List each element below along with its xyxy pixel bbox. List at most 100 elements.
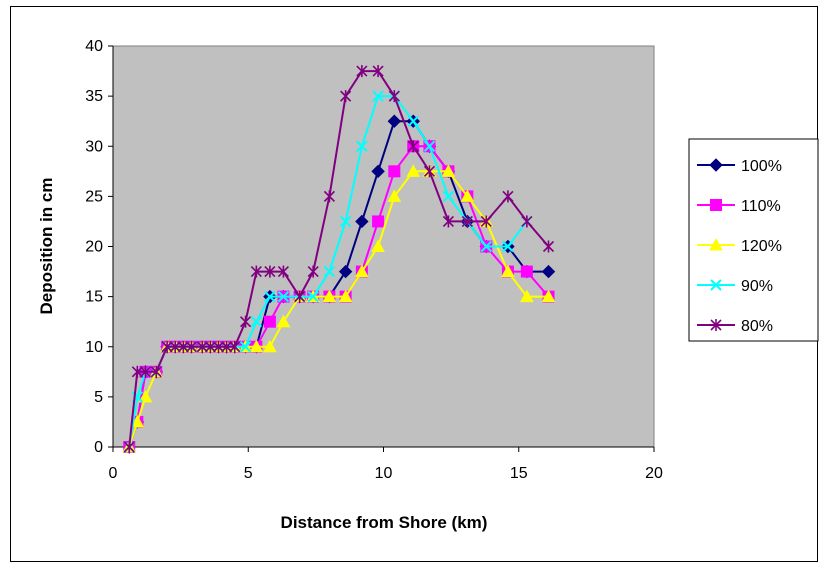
data-point — [150, 365, 162, 378]
data-point — [294, 290, 306, 303]
series-5 — [123, 65, 555, 453]
data-point — [371, 164, 385, 179]
data-point — [212, 340, 225, 353]
data-point — [501, 264, 515, 278]
data-point — [138, 389, 153, 403]
data-point — [520, 289, 534, 303]
y-axis-title: Deposition in cm — [37, 178, 56, 315]
x-axis-title: Distance from Shore (km) — [281, 513, 488, 532]
data-point — [250, 315, 263, 328]
data-point — [322, 289, 337, 303]
data-point — [323, 265, 336, 278]
legend-label: 100% — [741, 158, 782, 175]
data-point — [249, 339, 264, 353]
legend-marker — [710, 319, 722, 331]
data-point — [521, 215, 533, 228]
data-point — [338, 264, 353, 279]
data-point — [461, 215, 473, 228]
data-point — [541, 289, 556, 303]
data-point — [372, 65, 384, 78]
data-point — [387, 114, 402, 128]
y-tick-label: 20 — [85, 239, 103, 256]
data-point — [161, 340, 173, 353]
data-point — [356, 65, 368, 78]
data-point — [177, 340, 189, 353]
data-point — [123, 441, 135, 453]
data-point — [442, 215, 454, 228]
x-tick-label: 20 — [645, 465, 663, 482]
data-point — [407, 115, 419, 127]
data-point — [387, 189, 402, 202]
data-point — [502, 190, 514, 203]
data-point — [239, 315, 252, 328]
data-point — [442, 190, 455, 203]
data-point — [185, 340, 198, 353]
data-point — [480, 215, 492, 228]
plot-area — [112, 45, 655, 448]
data-point — [264, 290, 276, 303]
data-point — [372, 215, 385, 228]
legend-marker — [710, 279, 722, 291]
data-point — [339, 215, 352, 228]
y-tick-label: 15 — [85, 289, 103, 306]
data-point — [355, 214, 369, 229]
y-tick-label: 0 — [94, 439, 103, 456]
x-tick-label: 10 — [375, 465, 393, 482]
x-tick-label: 0 — [109, 465, 118, 482]
legend-label: 120% — [741, 238, 782, 255]
data-point — [480, 240, 492, 253]
y-tick-label: 25 — [85, 188, 103, 205]
axes: 0 5 10 15 20 25 30 35 40 0 5 10 15 20 — [85, 38, 663, 482]
data-point — [277, 290, 290, 303]
legend-marker — [709, 237, 723, 251]
data-point — [541, 264, 556, 279]
data-point — [263, 315, 276, 328]
data-point — [406, 164, 421, 177]
data-point — [460, 189, 475, 202]
legend-item: 80% — [697, 318, 773, 335]
legend-label: 80% — [741, 318, 773, 335]
data-point — [388, 165, 401, 178]
legend-item: 90% — [697, 278, 773, 295]
data-point — [371, 239, 385, 252]
data-point — [229, 340, 241, 353]
data-point — [139, 365, 152, 378]
data-point — [423, 165, 436, 178]
legend-label: 90% — [741, 278, 773, 295]
data-point — [355, 264, 369, 278]
legend: 100% 110% 120% 90% 80% — [688, 138, 819, 342]
y-tick-label: 35 — [85, 88, 103, 105]
data-point — [131, 365, 143, 378]
data-point — [239, 341, 252, 353]
data-point — [221, 340, 233, 353]
data-point — [502, 240, 514, 253]
legend-item: 120% — [697, 237, 782, 255]
data-point — [264, 265, 276, 278]
data-point — [196, 340, 208, 353]
data-point — [307, 265, 319, 278]
data-point — [520, 265, 533, 278]
legend-marker — [710, 199, 722, 211]
data-point — [407, 140, 419, 153]
y-tick-label: 30 — [85, 138, 103, 155]
legend-item: 100% — [697, 158, 782, 175]
data-point — [263, 339, 277, 353]
data-point — [169, 340, 181, 353]
y-tick-label: 10 — [85, 339, 103, 356]
data-point — [250, 265, 262, 278]
x-tick-label: 5 — [244, 465, 253, 482]
data-point — [338, 289, 353, 303]
data-point — [323, 190, 335, 203]
legend-label: 110% — [741, 198, 781, 215]
series-layer — [122, 65, 556, 454]
data-point — [372, 90, 384, 102]
plot-background — [112, 45, 655, 448]
data-point — [356, 140, 368, 152]
data-point — [276, 314, 291, 328]
legend-item: 110% — [697, 198, 781, 215]
legend-box — [688, 138, 819, 342]
data-point — [441, 164, 456, 177]
data-point — [388, 90, 400, 103]
y-tick-label: 5 — [94, 389, 103, 406]
